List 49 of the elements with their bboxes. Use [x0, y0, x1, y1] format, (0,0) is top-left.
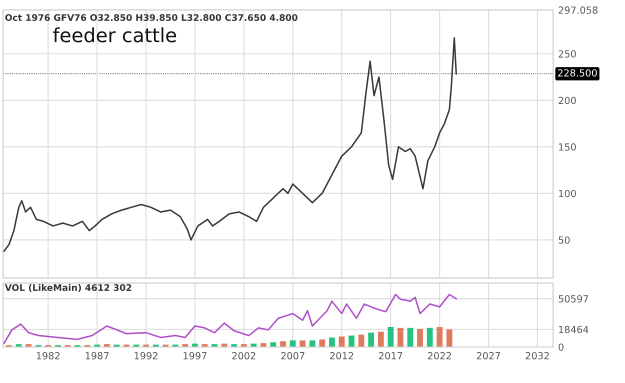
bar — [446, 329, 452, 347]
y-tick-label: 50597 — [558, 295, 588, 303]
line-series — [3, 294, 458, 344]
y-tick-label: 100 — [559, 190, 576, 198]
y-tick-label: 250 — [558, 50, 576, 58]
bar — [407, 328, 414, 347]
bar — [260, 343, 266, 347]
y-tick-label: 50 — [558, 236, 570, 244]
y-tick-label: 18464 — [559, 326, 588, 334]
x-tick-label: 1982 — [36, 352, 60, 360]
bar — [182, 344, 188, 347]
bar — [231, 344, 238, 347]
bar — [348, 336, 354, 347]
bar — [417, 328, 423, 347]
x-tick-label: 1987 — [86, 352, 109, 360]
x-tick-label: 2022 — [428, 352, 451, 360]
x-tick-label: 2032 — [526, 352, 549, 360]
bar — [192, 344, 198, 347]
x-tick-label: 2027 — [476, 352, 500, 360]
x-tick-label: 1997 — [184, 352, 206, 360]
bar — [26, 344, 32, 347]
y-tick-label: 0 — [558, 343, 564, 351]
y-tick-label: 297.058 — [558, 6, 598, 14]
y-tick-label: 150 — [559, 143, 576, 151]
bar — [398, 328, 404, 347]
annotation: Oct 1976 GFV76 O32.850 H39.850 L32.800 C37.650 4.800 — [5, 14, 298, 21]
text: feeder cattle — [53, 27, 176, 42]
y-tick-label: 200 — [558, 96, 576, 104]
annotation: VOL (LikeMain) 4612 302 — [4, 284, 132, 292]
x-tick-label: 2017 — [379, 352, 402, 360]
bar — [358, 334, 364, 347]
x-tick-label: 2007 — [281, 352, 304, 360]
bar — [240, 344, 247, 347]
bar — [329, 337, 335, 347]
bar — [319, 339, 326, 347]
bar — [388, 326, 394, 347]
x-tick-label: 1992 — [134, 352, 158, 360]
x-tick-label: 2012 — [330, 352, 354, 360]
bar — [250, 344, 257, 347]
bar — [212, 344, 218, 347]
bar — [426, 328, 433, 347]
bar — [104, 344, 110, 347]
bar — [300, 340, 306, 347]
bar — [368, 332, 374, 347]
bar — [378, 332, 384, 347]
bar — [436, 326, 443, 347]
ref-line-label: 228.500 — [558, 69, 597, 77]
x-tick-label: 2002 — [232, 352, 256, 360]
bar — [309, 340, 316, 347]
